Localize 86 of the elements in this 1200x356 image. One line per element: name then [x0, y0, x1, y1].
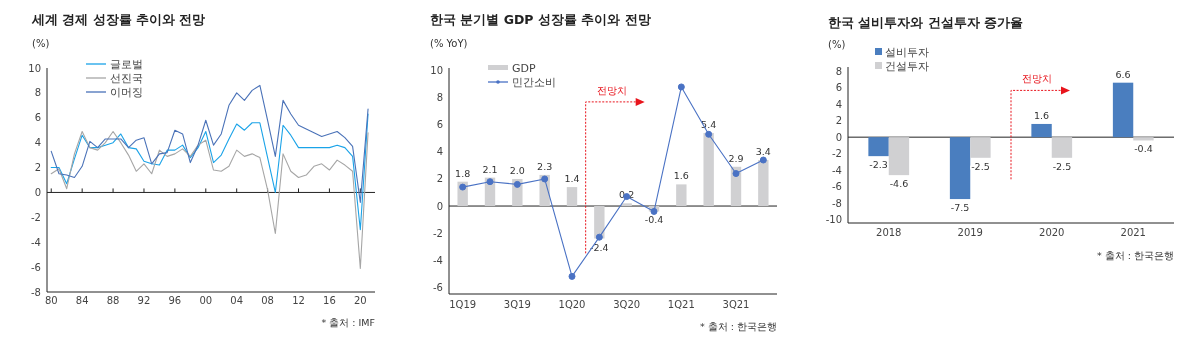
y-tick-label: 8	[835, 65, 842, 77]
chart-title: 한국 분기별 GDP 성장률 추이와 전망	[430, 12, 651, 27]
y-tick-label: 2	[835, 115, 842, 127]
y-axis-title: (%)	[828, 39, 846, 50]
legend-label: 선진국	[110, 72, 143, 85]
data-label: 2.1	[482, 163, 498, 175]
y-tick-label: -8	[31, 286, 41, 298]
x-tick-label: 1Q21	[667, 299, 695, 310]
x-tick-label: 96	[168, 295, 182, 306]
y-axis-title: (%)	[32, 38, 50, 49]
y-tick-label: -10	[825, 214, 842, 226]
x-tick-label: 08	[261, 295, 274, 306]
x-tick-label: 3Q20	[613, 299, 641, 310]
x-tick-label: 2019	[957, 227, 983, 238]
y-tick-label: -4	[832, 164, 842, 176]
y-axis-title: (% YoY)	[430, 38, 468, 49]
x-tick-label: 92	[137, 295, 151, 306]
chart-title: 세계 경제 성장률 추이와 전망	[31, 12, 206, 27]
chart-title: 한국 설비투자와 건설투자 증가율	[828, 15, 1024, 30]
y-tick-label: -4	[433, 254, 443, 266]
data-label: 1.4	[564, 173, 580, 185]
text: * 출처 : 한국은행	[1096, 250, 1174, 261]
y-tick-label: -6	[433, 281, 443, 293]
legend-label: 건설투자	[885, 60, 929, 73]
legend-label: GDP	[512, 62, 536, 75]
data-label: 1.8	[455, 167, 471, 179]
x-tick-label: 3Q21	[722, 299, 750, 310]
annotation: 전망치	[596, 84, 627, 96]
y-tick-label: 0	[835, 131, 842, 143]
y-tick-label: 2	[34, 162, 41, 174]
y-tick-label: 4	[436, 146, 443, 158]
y-tick-label: 6	[436, 119, 443, 131]
data-label: -2.5	[1052, 160, 1072, 172]
x-tick-label: 2021	[1120, 227, 1146, 238]
data-label: 1.6	[1034, 109, 1050, 121]
x-tick-label: 80	[44, 295, 58, 306]
data-label: -2.5	[971, 160, 990, 172]
data-label: -0.4	[644, 214, 664, 226]
data-label: -2.3	[869, 159, 888, 171]
y-tick-label: -8	[832, 197, 842, 209]
x-tick-label: 12	[292, 295, 305, 306]
data-label: 1.6	[673, 170, 689, 182]
data-label: 2.0	[509, 164, 525, 176]
y-tick-label: 8	[436, 92, 443, 104]
legend-label: 민간소비	[512, 76, 556, 89]
x-tick-label: 2020	[1039, 227, 1065, 238]
y-tick-label: 6	[34, 112, 41, 124]
y-tick-label: 0	[436, 200, 443, 212]
x-tick-label: 2018	[876, 227, 902, 238]
y-tick-label: 4	[34, 137, 41, 149]
legend-label: 설비투자	[885, 46, 929, 59]
y-tick-label: -2	[433, 227, 443, 239]
data-label: -7.5	[950, 202, 970, 214]
y-tick-label: -6	[31, 261, 41, 273]
annotation: 전망치	[1022, 73, 1052, 85]
y-tick-label: 10	[28, 62, 41, 74]
y-tick-label: -6	[832, 181, 842, 193]
x-tick-label: 1Q20	[558, 299, 586, 310]
x-tick-label: 20	[353, 295, 367, 306]
x-tick-label: 00	[199, 295, 213, 306]
data-label: -0.4	[1134, 143, 1153, 155]
legend-label: 이머징	[110, 86, 143, 99]
y-tick-label: 8	[34, 87, 41, 99]
text: * 출처 : 한국은행	[699, 321, 777, 332]
legend-label: 글로벌	[110, 58, 143, 71]
y-tick-label: 0	[34, 186, 41, 198]
x-tick-label: 84	[75, 295, 89, 306]
data-label: 0.2	[619, 189, 635, 201]
x-tick-label: 16	[323, 295, 336, 306]
x-tick-label: 04	[230, 295, 244, 306]
text: * 출처 : IMF	[321, 317, 375, 328]
y-tick-label: -4	[31, 236, 41, 248]
y-tick-label: -2	[31, 211, 41, 223]
y-tick-label: 10	[430, 65, 443, 77]
y-tick-label: 2	[436, 173, 443, 185]
y-tick-label: 6	[835, 82, 842, 94]
data-label: 2.9	[728, 152, 744, 164]
data-label: 3.4	[755, 146, 771, 158]
x-tick-label: 3Q19	[503, 299, 531, 310]
y-tick-label: -2	[832, 148, 842, 160]
data-label: 6.6	[1115, 68, 1131, 80]
x-tick-label: 1Q19	[449, 299, 477, 310]
x-tick-label: 88	[106, 295, 120, 306]
data-label: -4.6	[889, 178, 909, 190]
y-tick-label: 4	[835, 98, 842, 110]
data-label: 2.3	[537, 160, 553, 172]
